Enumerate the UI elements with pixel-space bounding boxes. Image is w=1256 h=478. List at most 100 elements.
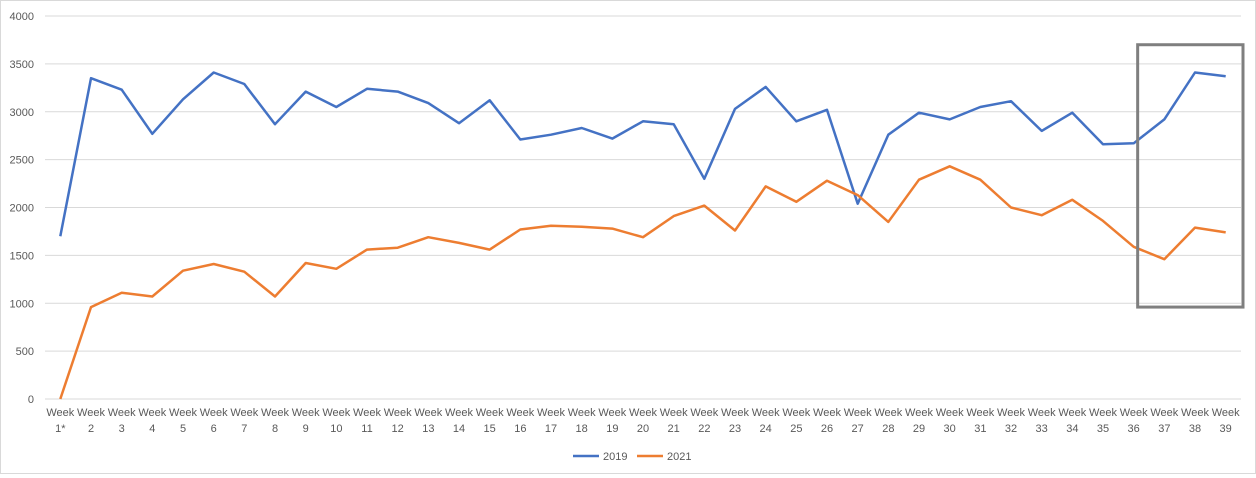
x-tick-label-word: Week — [230, 407, 258, 419]
x-tick-label-number: 28 — [882, 423, 894, 435]
y-tick-label: 4000 — [10, 11, 34, 23]
x-tick-label-number: 31 — [974, 423, 986, 435]
x-tick-label-word: Week — [752, 407, 780, 419]
y-axis: 0 500 1000 1500 2000 2500 3000 3500 4000 — [10, 11, 34, 406]
x-tick-label-word: Week — [537, 407, 565, 419]
x-tick-label-number: 17 — [545, 423, 557, 435]
x-tick-label-number: 2 — [88, 423, 94, 435]
x-tick-label-number: 25 — [790, 423, 802, 435]
x-tick-label-word: Week — [1058, 407, 1086, 419]
y-tick-label: 1000 — [10, 298, 34, 310]
x-tick-label-number: 23 — [729, 423, 741, 435]
x-tick-label-number: 11 — [361, 423, 372, 435]
x-tick-label-word: Week — [1089, 407, 1117, 419]
x-tick-label-number: 37 — [1158, 423, 1170, 435]
gridlines — [45, 15, 1241, 400]
x-tick-label-word: Week — [353, 407, 381, 419]
x-tick-label-word: Week — [1212, 407, 1240, 419]
series-line-2019 — [59, 71, 1226, 237]
x-tick-label-number: 15 — [484, 423, 496, 435]
x-tick-label-word: Week — [844, 407, 872, 419]
x-tick-label-number: 24 — [760, 423, 772, 435]
x-tick-label-number: 22 — [698, 423, 710, 435]
highlight-box — [1136, 43, 1245, 309]
x-tick-label-number: 29 — [913, 423, 925, 435]
x-tick-label-word: Week — [874, 407, 902, 419]
x-tick-label-number: 6 — [211, 423, 217, 435]
x-tick-label-number: 13 — [422, 423, 434, 435]
x-tick-label-number: 32 — [1005, 423, 1017, 435]
legend-label-2019: 2019 — [603, 451, 627, 463]
x-axis: Week 1* Week 2 Week 3 Week 4 Week 5 Week 6 Week 7 Week… — [46, 407, 1240, 435]
x-tick-label-number: 18 — [576, 423, 588, 435]
x-tick-label-word: Week — [506, 407, 534, 419]
x-tick-label-number: 5 — [180, 423, 186, 435]
x-tick-label-word: Week — [445, 407, 473, 419]
y-tick-label: 1500 — [10, 250, 34, 262]
x-tick-label-number: 12 — [392, 423, 404, 435]
x-tick-label-word: Week — [1150, 407, 1178, 419]
x-tick-label-number: 27 — [852, 423, 864, 435]
x-tick-label-word: Week — [108, 407, 136, 419]
x-tick-label-word: Week — [200, 407, 228, 419]
x-tick-label-number: 26 — [821, 423, 833, 435]
x-tick-label-number: 19 — [606, 423, 618, 435]
series-lines — [59, 71, 1226, 400]
x-tick-label-word: Week — [292, 407, 320, 419]
x-tick-label-word: Week — [936, 407, 964, 419]
x-tick-label-word: Week — [966, 407, 994, 419]
x-tick-label-number: 1* — [55, 423, 66, 435]
x-tick-label-number: 7 — [241, 423, 247, 435]
y-tick-label: 3000 — [10, 107, 34, 119]
x-tick-label-number: 30 — [944, 423, 956, 435]
x-tick-label-number: 21 — [668, 423, 680, 435]
x-tick-label-number: 35 — [1097, 423, 1109, 435]
x-tick-label-word: Week — [813, 407, 841, 419]
x-tick-label-number: 20 — [637, 423, 649, 435]
legend-label-2021: 2021 — [667, 451, 691, 463]
highlight-box-group — [1136, 43, 1245, 309]
x-tick-label-word: Week — [169, 407, 197, 419]
x-tick-label-word: Week — [261, 407, 289, 419]
y-tick-label: 2500 — [10, 155, 34, 167]
x-tick-label-word: Week — [782, 407, 810, 419]
x-tick-label-word: Week — [568, 407, 596, 419]
x-tick-label-word: Week — [997, 407, 1025, 419]
x-tick-label-number: 10 — [330, 423, 342, 435]
x-tick-label-word: Week — [322, 407, 350, 419]
x-tick-label-number: 33 — [1036, 423, 1048, 435]
x-tick-label-number: 34 — [1066, 423, 1078, 435]
x-tick-label-number: 3 — [119, 423, 125, 435]
x-tick-label-word: Week — [721, 407, 749, 419]
x-tick-label-word: Week — [905, 407, 933, 419]
x-tick-label-word: Week — [384, 407, 412, 419]
x-tick-label-number: 39 — [1220, 423, 1232, 435]
x-tick-label-word: Week — [629, 407, 657, 419]
x-tick-label-number: 36 — [1128, 423, 1140, 435]
legend: 2019 2021 — [573, 451, 691, 463]
x-tick-label-word: Week — [690, 407, 718, 419]
y-tick-label: 3500 — [10, 59, 34, 71]
x-tick-label-word: Week — [1120, 407, 1148, 419]
x-tick-label-word: Week — [414, 407, 442, 419]
x-tick-label-word: Week — [660, 407, 688, 419]
x-tick-label-word: Week — [46, 407, 74, 419]
x-tick-label-word: Week — [138, 407, 166, 419]
x-tick-label-word: Week — [1181, 407, 1209, 419]
x-tick-label-number: 8 — [272, 423, 278, 435]
y-tick-label: 500 — [16, 346, 34, 358]
y-tick-label: 0 — [28, 394, 34, 406]
series-line-2021 — [59, 165, 1226, 400]
x-tick-label-word: Week — [77, 407, 105, 419]
x-tick-label-number: 9 — [303, 423, 309, 435]
y-tick-label: 2000 — [10, 203, 34, 215]
x-tick-label-number: 38 — [1189, 423, 1201, 435]
x-tick-label-word: Week — [598, 407, 626, 419]
x-tick-label-number: 14 — [453, 423, 465, 435]
x-tick-label-word: Week — [1028, 407, 1056, 419]
x-tick-label-number: 16 — [514, 423, 526, 435]
x-tick-label-word: Week — [476, 407, 504, 419]
x-tick-label-number: 4 — [149, 423, 155, 435]
